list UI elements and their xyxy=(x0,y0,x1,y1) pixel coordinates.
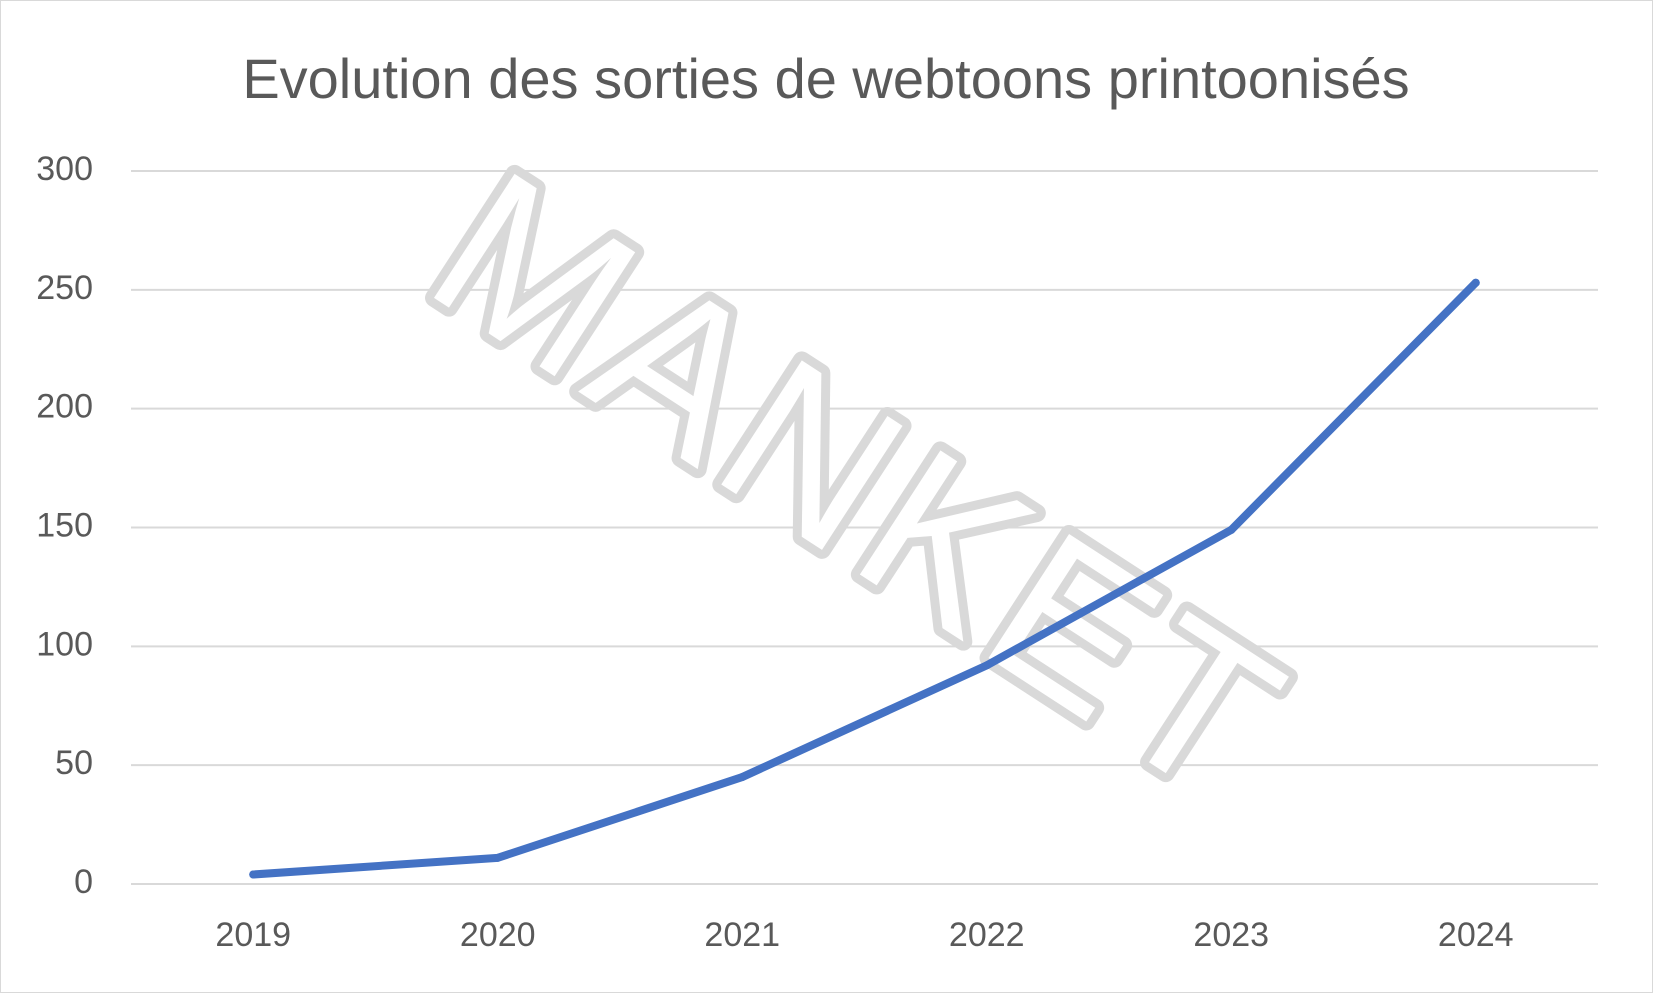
x-tick-label: 2022 xyxy=(949,916,1025,954)
y-tick-label: 250 xyxy=(36,269,93,307)
x-tick-label: 2021 xyxy=(704,916,780,954)
y-tick-label: 100 xyxy=(36,625,93,663)
data-point-2022 xyxy=(982,661,991,670)
data-point-2024 xyxy=(1471,278,1480,287)
data-point-2023 xyxy=(1227,525,1236,534)
x-tick-label: 2024 xyxy=(1438,916,1514,954)
data-point-2019 xyxy=(249,870,258,879)
x-tick-label: 2020 xyxy=(460,916,536,954)
y-tick-label: 150 xyxy=(36,506,93,544)
x-tick-label: 2019 xyxy=(215,916,291,954)
y-tick-label: 300 xyxy=(36,150,93,188)
series-layer xyxy=(249,278,1480,879)
series-line xyxy=(249,278,1480,879)
data-point-2021 xyxy=(738,773,747,782)
y-tick-label: 200 xyxy=(36,388,93,426)
x-axis-tick-labels: 2019 2020 2021 2022 2023 2024 xyxy=(215,916,1513,954)
watermark-text: MANKET xyxy=(394,125,1327,848)
chart-title: Evolution des sorties de webtoons printo… xyxy=(242,47,1409,110)
gridlines xyxy=(131,170,1598,885)
x-tick-label: 2023 xyxy=(1193,916,1269,954)
data-point-2020 xyxy=(493,853,502,862)
y-axis-tick-labels: 0 50 100 150 200 250 300 xyxy=(36,150,93,901)
y-tick-label: 0 xyxy=(74,863,93,901)
y-tick-label: 50 xyxy=(55,744,93,782)
